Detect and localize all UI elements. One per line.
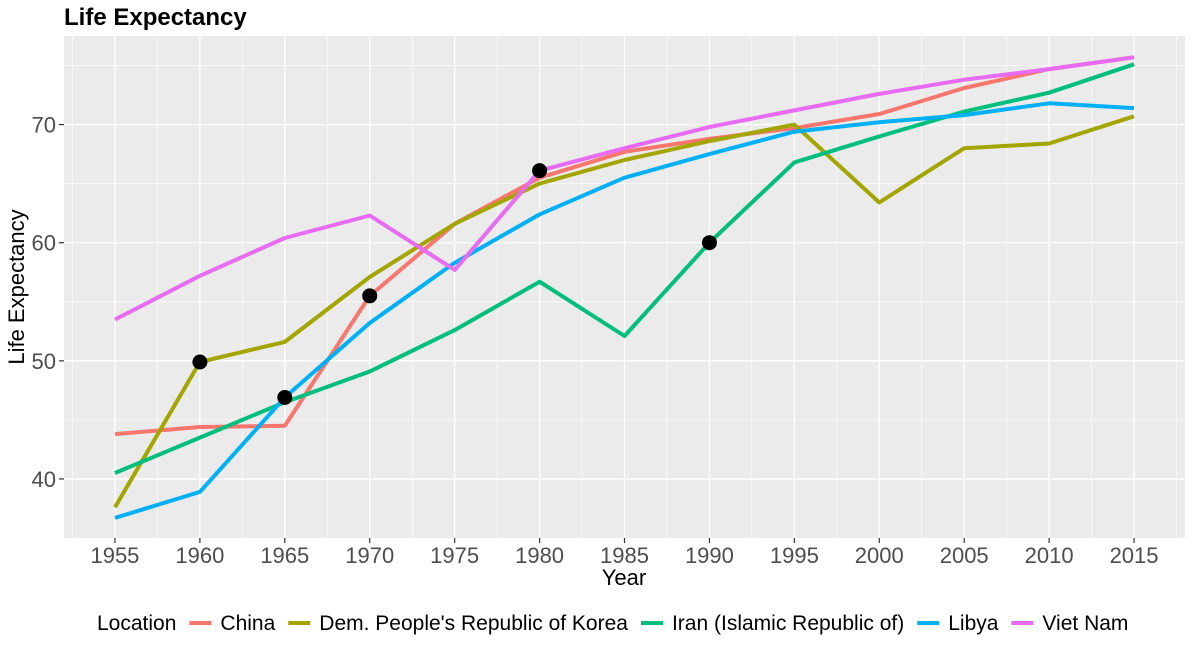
x-tick-label: 1995 — [770, 543, 819, 568]
x-tick-label: 1955 — [90, 543, 139, 568]
x-tick-label: 1970 — [345, 543, 394, 568]
chart-title: Life Expectancy — [64, 4, 247, 31]
highlight-point — [532, 163, 548, 179]
legend: Location China Dem. People's Republic of K… — [97, 612, 1128, 635]
legend-label: Libya — [948, 612, 999, 635]
y-tick-label: 70 — [32, 113, 56, 138]
axes: 1955 1960 1965 1970 1975 1980 1985 1990 1995 2000… — [32, 113, 1159, 568]
x-tick-label: 1990 — [685, 543, 734, 568]
x-tick-label: 2015 — [1110, 543, 1159, 568]
x-tick-label: 2010 — [1025, 543, 1074, 568]
legend-title: Location — [97, 612, 176, 635]
x-tick-label: 1980 — [515, 543, 564, 568]
x-tick-label: 2005 — [940, 543, 989, 568]
x-tick-label: 1960 — [175, 543, 224, 568]
y-axis-title: Life Expectancy — [4, 209, 29, 364]
x-tick-label: 1975 — [430, 543, 479, 568]
highlight-point — [192, 354, 208, 370]
x-axis-title: Year — [602, 565, 646, 590]
highlight-point — [277, 389, 293, 405]
highlight-point — [701, 235, 717, 251]
legend-label: Iran (Islamic Republic of) — [672, 612, 904, 635]
highlight-points — [192, 163, 717, 405]
legend-label: China — [220, 612, 275, 635]
series-line-viet-nam — [114, 55, 1135, 322]
legend-label: Dem. People's Republic of Korea — [319, 612, 628, 635]
series-line-dem-people-s-republic-of-korea — [113, 114, 1135, 509]
legend-label: Viet Nam — [1042, 612, 1128, 635]
y-tick-label: 40 — [32, 467, 56, 492]
x-tick-label: 2000 — [855, 543, 904, 568]
y-tick-label: 60 — [32, 231, 56, 256]
x-tick-label: 1965 — [260, 543, 309, 568]
x-tick-label: 1985 — [600, 543, 649, 568]
series-line-china — [114, 55, 1135, 437]
highlight-point — [362, 288, 378, 304]
y-tick-label: 50 — [32, 349, 56, 374]
